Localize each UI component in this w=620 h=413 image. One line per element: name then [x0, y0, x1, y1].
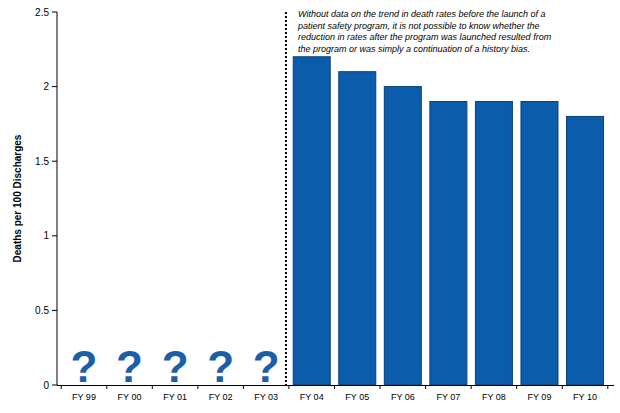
y-axis-title: Deaths per 100 Discharges — [12, 134, 23, 262]
y-axis — [57, 12, 58, 385]
y-tick — [52, 12, 57, 13]
chart: ????? 0 0.5 1 1.5 2 2.5 FY 99 FY 00 FY 01 FY 02 FY … — [0, 0, 620, 413]
x-tick-label: FY 04 — [300, 392, 324, 402]
y-tick-label: 0.5 — [35, 305, 49, 316]
missing-marker: ? — [207, 342, 234, 391]
x-tick — [334, 385, 335, 389]
x-tick — [425, 385, 426, 389]
missing-marker: ? — [253, 342, 280, 391]
x-axis — [57, 385, 614, 386]
x-tick-label: FY 08 — [482, 392, 506, 402]
y-tick — [52, 86, 57, 87]
y-tick-label: 2 — [43, 81, 49, 92]
x-tick-label: FY 99 — [72, 392, 96, 402]
bars — [293, 57, 603, 385]
missing-marker: ? — [116, 342, 143, 391]
y-tick-label: 0 — [43, 380, 49, 391]
y-tick-label: 1 — [43, 230, 49, 241]
x-tick-label: FY 03 — [254, 392, 278, 402]
missing-marker: ? — [71, 342, 98, 391]
annotation: Without data on the trend in death rates… — [297, 9, 552, 54]
bar — [567, 116, 604, 385]
annotation-line: Without data on the trend in death rates… — [298, 9, 546, 19]
x-tick — [61, 385, 62, 389]
annotation-line: patient safety program, it is not possib… — [297, 21, 540, 31]
x-tick — [243, 385, 244, 389]
x-tick — [471, 385, 472, 389]
bar — [430, 102, 467, 385]
y-tick — [52, 385, 57, 386]
x-tick-label: FY 10 — [573, 392, 597, 402]
bar — [384, 87, 421, 385]
x-tick — [516, 385, 517, 389]
x-tick — [197, 385, 198, 389]
x-tick — [152, 385, 153, 389]
x-tick-label: FY 06 — [391, 392, 415, 402]
x-tick-label: FY 02 — [209, 392, 233, 402]
bar — [293, 57, 330, 385]
x-tick-label: FY 09 — [528, 392, 552, 402]
x-tick-label: FY 05 — [345, 392, 369, 402]
bar — [339, 72, 376, 385]
x-tick-label: FY 00 — [118, 392, 142, 402]
y-tick-label: 2.5 — [35, 7, 49, 18]
y-tick — [52, 310, 57, 311]
bar — [475, 102, 512, 385]
annotation-line: the program or was simply a continuation… — [298, 44, 530, 54]
annotation-line: reduction in rates after the program was… — [298, 32, 552, 42]
x-tick — [380, 385, 381, 389]
x-tick — [106, 385, 107, 389]
separator — [285, 12, 287, 385]
x-tick — [562, 385, 563, 389]
x-tick — [607, 385, 608, 389]
x-tick-label: FY 07 — [436, 392, 460, 402]
bar — [521, 102, 558, 385]
y-tick — [52, 161, 57, 162]
x-tick-label: FY 01 — [163, 392, 187, 402]
y-tick-label: 1.5 — [35, 156, 49, 167]
missing-marker: ? — [162, 342, 189, 391]
y-tick — [52, 235, 57, 236]
x-tick — [288, 385, 289, 389]
